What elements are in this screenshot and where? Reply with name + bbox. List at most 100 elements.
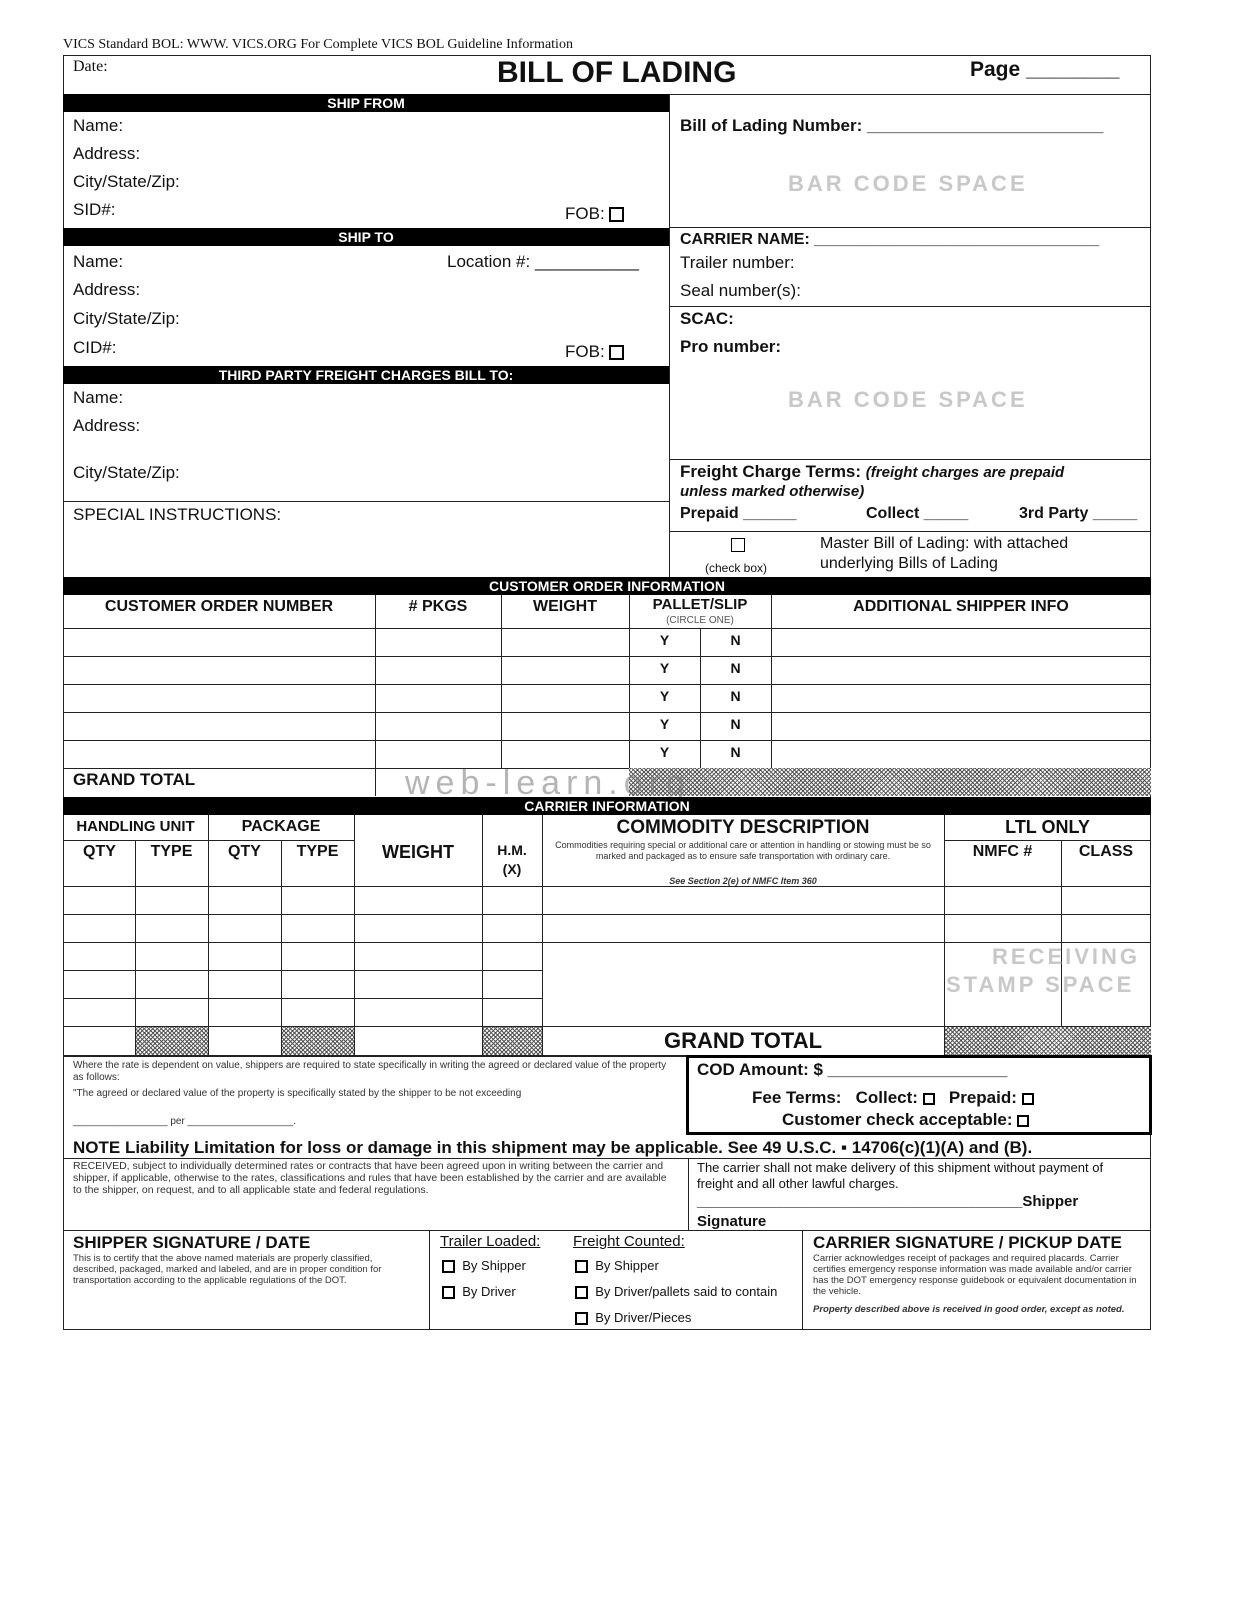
shipper-signature-line[interactable]: _______________________________________S… — [697, 1193, 1079, 1210]
by-shipper-checkbox[interactable] — [442, 1260, 455, 1274]
ship-to-location[interactable]: Location #: ___________ — [447, 252, 639, 271]
commodity-note: Commodities requiring special or additio… — [555, 840, 931, 861]
by-driver-pallets-checkbox[interactable] — [575, 1286, 588, 1300]
signature-label: Signature — [697, 1213, 767, 1230]
slip-no[interactable]: N — [730, 716, 741, 732]
master-bol-checkbox[interactable] — [731, 538, 745, 552]
ship-from-name[interactable]: Name: — [73, 116, 124, 135]
shaded-cell — [483, 1027, 542, 1055]
header-note: VICS Standard BOL: WWW. VICS.ORG For Com… — [63, 37, 573, 52]
third-party-address[interactable]: Address: — [73, 416, 141, 435]
col-divider — [482, 815, 483, 1055]
customer-check-checkbox[interactable] — [1017, 1114, 1030, 1127]
row-line — [63, 914, 1151, 915]
barcode-space-2: BAR CODE SPACE — [788, 387, 1028, 412]
collect-checkbox[interactable] — [922, 1092, 935, 1105]
header-qty: QTY — [83, 843, 116, 860]
row-line — [63, 768, 1151, 769]
slip-no[interactable]: N — [730, 744, 741, 760]
header-hm: H.M. — [497, 842, 527, 858]
circle-one-label: (CIRCLE ONE) — [666, 615, 734, 626]
slip-no[interactable]: N — [730, 660, 741, 676]
pro-number[interactable]: Pro number: — [680, 337, 782, 356]
slip-no[interactable]: N — [730, 632, 741, 648]
ship-from-address[interactable]: Address: — [73, 144, 141, 163]
special-instructions[interactable]: SPECIAL INSTRUCTIONS: — [73, 505, 282, 524]
declared-value-per[interactable]: _________________ per __________________… — [73, 1116, 297, 1127]
shaded-cell — [945, 1027, 1151, 1055]
fob-checkbox[interactable] — [609, 345, 625, 361]
ship-to-city[interactable]: City/State/Zip: — [73, 309, 180, 328]
seal-numbers[interactable]: Seal number(s): — [680, 281, 801, 300]
receiving-stamp-2: STAMP SPACE — [946, 972, 1135, 997]
header-weight: WEIGHT — [533, 598, 597, 615]
row-line — [944, 840, 1151, 841]
slip-no[interactable]: N — [730, 688, 741, 704]
col-divider — [354, 815, 355, 1055]
bol-number[interactable]: Bill of Lading Number: _________________… — [680, 116, 1104, 135]
row-line — [542, 942, 1151, 943]
by-shipper-checkbox[interactable] — [575, 1260, 588, 1274]
ship-from-sid[interactable]: SID#: — [73, 200, 116, 219]
page-title: BILL OF LADING — [497, 56, 737, 89]
ship-from-fob-label: FOB: — [565, 204, 605, 223]
collect-field[interactable]: Collect _____ — [866, 505, 969, 522]
customer-order-grand-total: GRAND TOTAL — [73, 770, 196, 789]
prepaid-field[interactable]: Prepaid ______ — [680, 505, 797, 522]
carrier-name[interactable]: CARRIER NAME: __________________________… — [680, 231, 1099, 248]
col-divider — [281, 840, 282, 1055]
shaded-cell — [282, 1027, 354, 1055]
customer-check-label: Customer check acceptable: — [782, 1110, 1013, 1129]
header-package: PACKAGE — [241, 818, 321, 835]
ship-to-address[interactable]: Address: — [73, 280, 141, 299]
header-nmfc: NMFC # — [972, 843, 1033, 860]
pallet-yes[interactable]: Y — [659, 716, 670, 732]
freight-counted-option: By Driver/Pieces — [595, 1310, 692, 1325]
by-driver-pieces-checkbox[interactable] — [575, 1312, 588, 1326]
customer-order-header: CUSTOMER ORDER INFORMATION — [63, 577, 1151, 595]
page-number[interactable]: Page ________ — [970, 58, 1120, 81]
row-line — [63, 970, 542, 971]
header-weight: WEIGHT — [382, 842, 454, 862]
pallet-yes[interactable]: Y — [659, 632, 670, 648]
master-bol-line1: Master Bill of Lading: with attached — [820, 535, 1069, 552]
trailer-number[interactable]: Trailer number: — [680, 253, 795, 272]
pallet-yes[interactable]: Y — [659, 744, 670, 760]
header-hm-x: (X) — [502, 861, 522, 877]
declared-value-text: Where the rate is dependent on value, sh… — [73, 1060, 667, 1083]
header-pkgs: # PKGS — [408, 598, 468, 615]
carrier-signature-text: Carrier acknowledges receipt of packages… — [813, 1253, 1137, 1297]
bol-form — [63, 55, 1151, 1330]
date-label: Date: — [73, 58, 108, 75]
ship-to-header: SHIP TO — [63, 228, 669, 246]
col-divider — [375, 595, 376, 768]
third-party-city[interactable]: City/State/Zip: — [73, 463, 180, 482]
carrier-signature-title: CARRIER SIGNATURE / PICKUP DATE — [813, 1233, 1122, 1252]
header-handling-unit: HANDLING UNIT — [76, 818, 195, 835]
barcode-space: BAR CODE SPACE — [788, 171, 1028, 196]
third-party-header: THIRD PARTY FREIGHT CHARGES BILL TO: — [63, 366, 669, 384]
fob-checkbox[interactable] — [609, 207, 625, 223]
freight-counted-option: By Driver/pallets said to contain — [595, 1284, 778, 1299]
ship-to-name[interactable]: Name: — [73, 252, 124, 271]
commodity-ref: See Section 2(e) of NMFC Item 360 — [669, 876, 817, 886]
row-line — [63, 886, 1151, 887]
prepaid-checkbox[interactable] — [1021, 1092, 1034, 1105]
freight-counted-option: By Shipper — [595, 1258, 659, 1273]
cod-amount[interactable]: COD Amount: $ ___________________ — [697, 1060, 1008, 1079]
by-driver-checkbox[interactable] — [442, 1286, 455, 1300]
pallet-yes[interactable]: Y — [659, 660, 670, 676]
scac[interactable]: SCAC: — [680, 309, 734, 328]
ship-from-city[interactable]: City/State/Zip: — [73, 172, 180, 191]
liability-note: NOTE Liability Limitation for loss or da… — [73, 1138, 1033, 1157]
third-party-name[interactable]: Name: — [73, 388, 124, 407]
carrier-grand-total: GRAND TOTAL — [663, 1028, 823, 1053]
freight-terms-note: (freight charges are prepaid — [865, 464, 1065, 481]
pallet-yes[interactable]: Y — [659, 688, 670, 704]
row-line — [63, 998, 542, 999]
declared-value-text-2: "The agreed or declared value of the pro… — [73, 1088, 522, 1099]
third-party-field[interactable]: 3rd Party _____ — [1019, 505, 1138, 522]
ship-to-cid[interactable]: CID#: — [73, 338, 117, 357]
row-line — [63, 740, 1151, 741]
shipper-signature-title: SHIPPER SIGNATURE / DATE — [73, 1233, 311, 1252]
